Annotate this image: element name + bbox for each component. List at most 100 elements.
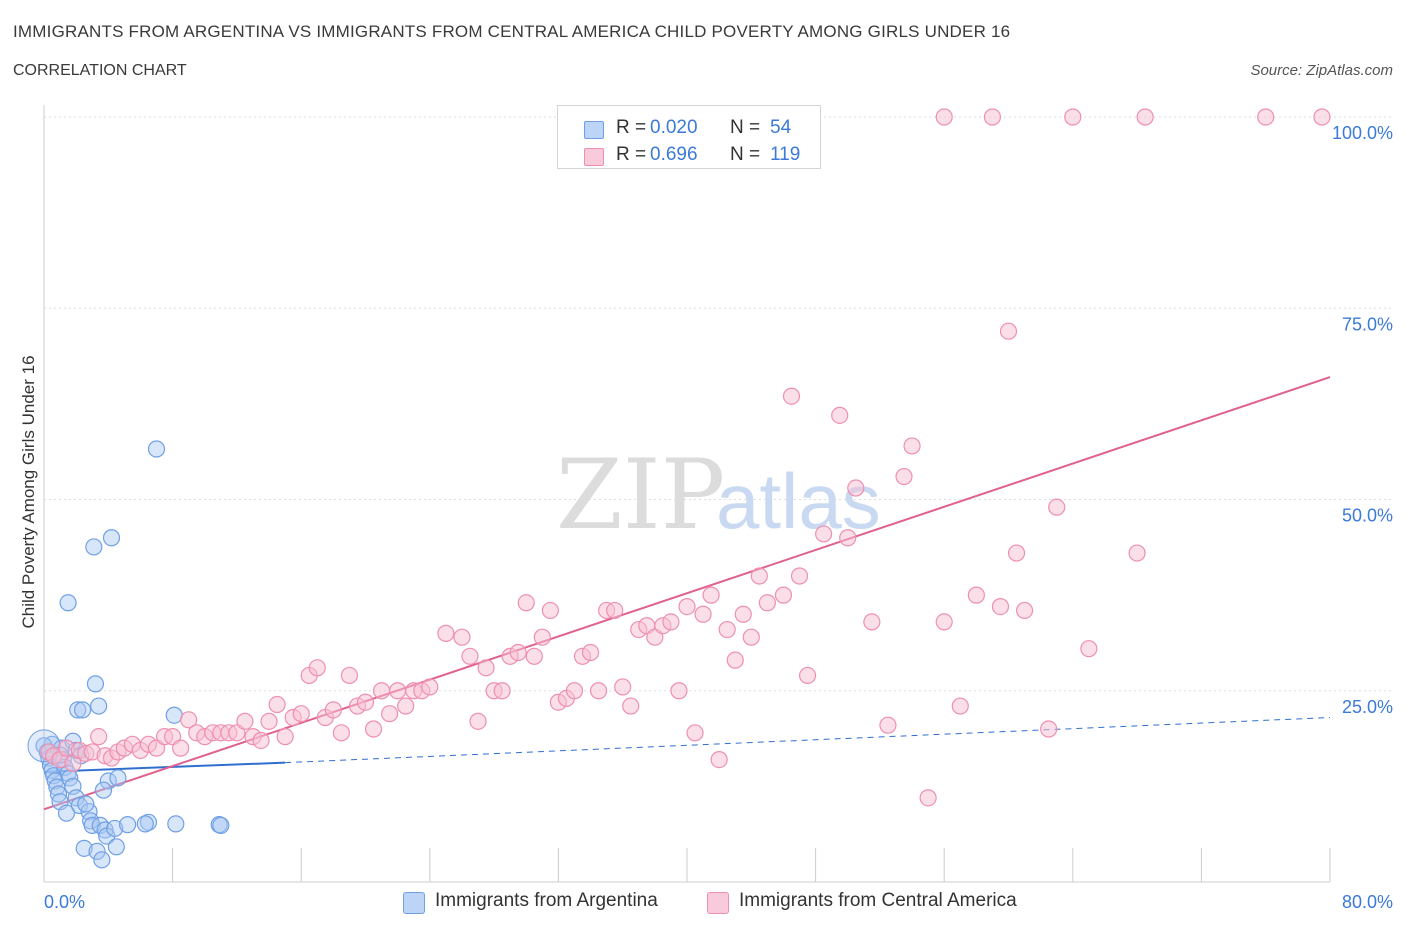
data-point-central-america <box>622 697 640 715</box>
data-point-central-america <box>702 586 720 604</box>
grid-lines <box>44 116 1393 692</box>
data-point-central-america <box>421 678 439 696</box>
data-point-central-america <box>670 682 688 700</box>
data-point-central-america <box>381 705 399 723</box>
data-point-central-america <box>1136 108 1154 126</box>
data-point-central-america <box>356 693 375 711</box>
chart-title: IMMIGRANTS FROM ARGENTINA VS IMMIGRANTS … <box>13 22 1011 41</box>
data-point-central-america <box>469 712 487 730</box>
data-point-central-america <box>726 651 744 669</box>
data-point-argentina <box>107 838 125 856</box>
data-point-central-america <box>453 628 471 646</box>
data-point-central-america <box>790 567 809 585</box>
data-point-argentina <box>91 816 109 834</box>
data-point-argentina <box>106 819 124 838</box>
data-point-central-america <box>782 387 801 405</box>
data-point-central-america <box>662 613 680 631</box>
data-point-central-america <box>718 620 736 639</box>
legend-swatch-pink <box>584 148 604 166</box>
data-point-central-america <box>308 659 326 677</box>
data-point-argentina <box>90 697 108 715</box>
data-point-central-america <box>935 613 953 631</box>
data-point-central-america <box>903 437 921 455</box>
data-point-central-america <box>831 406 849 424</box>
x-tick-label-min: 0.0% <box>44 892 85 912</box>
legend-row-central-america: R = 0.696 N = 119 <box>558 144 820 168</box>
y-axis-label: Child Poverty Among Girls Under 16 <box>19 355 38 628</box>
data-point-argentina <box>165 706 183 724</box>
data-point-argentina <box>99 772 117 790</box>
data-point-argentina <box>85 538 103 556</box>
data-point-argentina <box>102 529 121 547</box>
data-point-central-america <box>292 705 310 723</box>
legend-n-value: 119 <box>770 144 801 165</box>
data-point-central-america <box>606 601 624 620</box>
legend-r-label: R = <box>616 144 647 165</box>
data-point-central-america <box>839 529 857 547</box>
data-point-argentina <box>147 440 166 458</box>
data-point-central-america <box>1313 108 1331 126</box>
data-point-central-america <box>895 467 913 486</box>
data-point-argentina <box>88 842 106 861</box>
data-point-central-america <box>710 750 728 769</box>
watermark: ZIP atlas <box>556 439 881 551</box>
legend-label: Immigrants from Central America <box>739 890 1017 911</box>
data-point-central-america <box>581 643 600 662</box>
points-central-america <box>40 108 1331 807</box>
data-point-central-america <box>983 108 1002 126</box>
data-point-central-america <box>397 697 415 715</box>
data-point-central-america <box>517 594 535 612</box>
data-point-central-america <box>1015 601 1034 620</box>
legend-n-value: 54 <box>770 117 792 138</box>
data-point-central-america <box>389 682 407 700</box>
points-argentina <box>27 440 230 869</box>
data-point-central-america <box>758 594 776 612</box>
data-point-argentina <box>212 816 230 834</box>
data-point-central-america <box>1128 544 1146 562</box>
data-point-central-america <box>991 597 1010 616</box>
y-tick-label: 100.0% <box>1332 123 1393 143</box>
data-point-central-america <box>999 322 1018 340</box>
data-point-central-america <box>172 739 190 757</box>
y-tick-label: 75.0% <box>1342 314 1393 334</box>
data-point-central-america <box>614 678 632 696</box>
data-point-central-america <box>90 728 108 746</box>
data-point-central-america <box>565 682 584 700</box>
data-point-argentina <box>70 796 88 815</box>
trend-argentina <box>43 717 1331 773</box>
data-point-central-america <box>364 720 383 738</box>
x-tick-label-max: 80.0% <box>1342 892 1393 912</box>
data-point-central-america <box>340 666 359 685</box>
data-point-central-america <box>525 647 543 665</box>
data-point-central-america <box>236 712 254 730</box>
data-point-central-america <box>332 724 350 742</box>
data-point-central-america <box>1007 544 1026 562</box>
data-point-central-america <box>372 682 391 700</box>
data-point-central-america <box>533 628 551 646</box>
data-point-central-america <box>324 701 342 719</box>
legend-r-label: R = <box>616 117 647 138</box>
legend-r-value: 0.696 <box>650 144 698 165</box>
data-point-central-america <box>1040 720 1058 738</box>
data-point-central-america <box>180 711 198 729</box>
legend-swatch-blue <box>584 121 604 139</box>
data-point-central-america <box>951 697 969 715</box>
data-point-central-america <box>252 731 270 750</box>
data-point-central-america <box>694 605 712 623</box>
data-point-central-america <box>1048 498 1066 516</box>
data-point-argentina <box>73 701 92 719</box>
correlation-legend: R = 0.020 N = 54 R = 0.696 N = 119 <box>557 105 821 169</box>
data-point-argentina <box>69 701 87 719</box>
legend-n-label: N = <box>730 144 761 165</box>
chart-subtitle: CORRELATION CHART <box>13 62 187 79</box>
data-point-central-america <box>1257 108 1275 126</box>
data-point-central-america <box>774 586 793 604</box>
data-point-central-america <box>815 525 833 543</box>
data-point-central-america <box>260 712 278 730</box>
data-point-central-america <box>919 789 937 807</box>
data-point-argentina <box>86 675 105 693</box>
data-point-central-america <box>541 601 559 620</box>
data-point-central-america <box>750 567 768 585</box>
data-point-central-america <box>863 613 881 631</box>
